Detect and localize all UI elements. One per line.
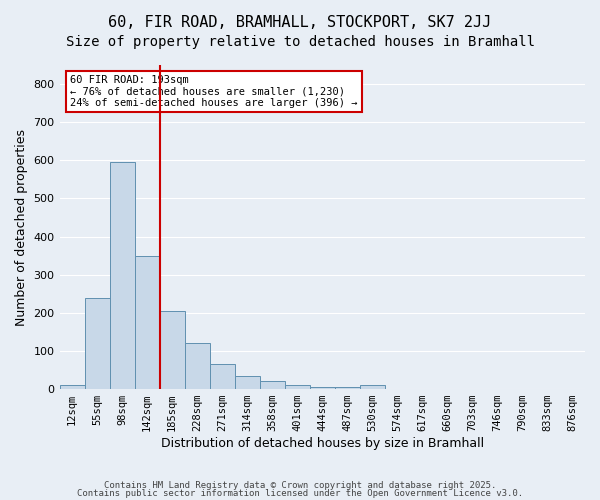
Text: 60, FIR ROAD, BRAMHALL, STOCKPORT, SK7 2JJ: 60, FIR ROAD, BRAMHALL, STOCKPORT, SK7 2… (109, 15, 491, 30)
Bar (285, 386, 310, 389)
Bar (134, 256, 160, 389)
Text: Size of property relative to detached houses in Bramhall: Size of property relative to detached ho… (65, 35, 535, 49)
Bar (160, 311, 185, 389)
Bar (335, 387, 360, 389)
Bar (185, 344, 209, 389)
Bar (110, 162, 134, 389)
Text: Contains public sector information licensed under the Open Government Licence v3: Contains public sector information licen… (77, 488, 523, 498)
Text: Contains HM Land Registry data © Crown copyright and database right 2025.: Contains HM Land Registry data © Crown c… (104, 481, 496, 490)
Bar (59, 386, 85, 389)
Bar (235, 376, 260, 389)
Bar (260, 382, 285, 389)
Bar (85, 298, 110, 389)
Bar (310, 387, 335, 389)
Y-axis label: Number of detached properties: Number of detached properties (15, 128, 28, 326)
Bar (360, 386, 385, 389)
Bar (209, 364, 235, 389)
Text: 60 FIR ROAD: 193sqm
← 76% of detached houses are smaller (1,230)
24% of semi-det: 60 FIR ROAD: 193sqm ← 76% of detached ho… (70, 74, 358, 108)
X-axis label: Distribution of detached houses by size in Bramhall: Distribution of detached houses by size … (161, 437, 484, 450)
